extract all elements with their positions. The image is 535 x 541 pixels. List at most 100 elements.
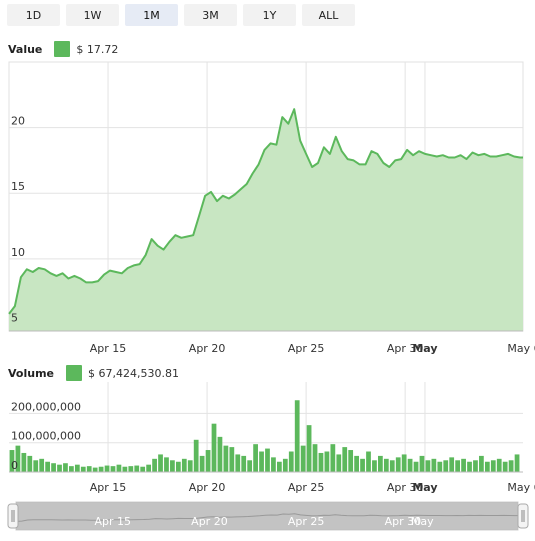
- volume-bar: [443, 460, 449, 472]
- volume-bar: [164, 457, 169, 472]
- volume-bar: [437, 461, 443, 472]
- price-y-tick-label: 10: [11, 246, 25, 259]
- navigator-label: Apr 30: [385, 515, 422, 528]
- volume-bar: [490, 460, 496, 472]
- volume-bar: [247, 460, 253, 472]
- range-button-1m[interactable]: 1M: [125, 4, 178, 26]
- volume-bar: [312, 444, 318, 472]
- navigator-label: Apr 25: [288, 515, 325, 528]
- volume-bar: [378, 455, 383, 472]
- navigator-label: Apr 15: [94, 515, 131, 528]
- volume-bar: [116, 464, 122, 472]
- value-legend: Value $ 17.72: [8, 41, 118, 57]
- volume-bar: [74, 464, 80, 472]
- volume-x-tick-label: Apr 30: [387, 481, 424, 494]
- volume-bar: [175, 461, 181, 472]
- volume-y-tick-label: 200,000,000: [11, 400, 81, 413]
- volume-bar: [401, 454, 407, 472]
- volume-bar: [69, 466, 74, 472]
- range-button-1y[interactable]: 1Y: [243, 4, 296, 26]
- volume-bar: [407, 458, 413, 472]
- price-x-tick-label: May: [412, 342, 437, 355]
- volume-bar: [502, 461, 508, 472]
- volume-bar: [395, 457, 401, 472]
- price-x-tick-label: Apr 15: [90, 342, 127, 355]
- volume-bar: [51, 463, 56, 472]
- volume-bar: [33, 460, 39, 472]
- volume-bar: [158, 454, 163, 472]
- navigator-left-handle[interactable]: [7, 503, 19, 529]
- volume-series-layer: [9, 400, 520, 472]
- volume-bar: [140, 466, 146, 472]
- volume-bar: [57, 464, 62, 472]
- volume-bar: [211, 423, 217, 472]
- volume-bar: [324, 451, 330, 472]
- volume-bar: [372, 460, 377, 472]
- range-button-3m[interactable]: 3M: [184, 4, 237, 26]
- volume-bar: [241, 455, 247, 472]
- volume-bar: [306, 425, 312, 472]
- volume-bar: [496, 458, 502, 472]
- volume-x-tick-label: May 6: [507, 481, 535, 494]
- price-y-tick-label: 15: [11, 180, 25, 193]
- volume-bar: [104, 465, 110, 472]
- volume-bar: [15, 445, 21, 472]
- value-legend-swatch: [54, 41, 71, 57]
- volume-bar: [265, 448, 270, 472]
- volume-bar: [259, 451, 264, 472]
- volume-bar: [467, 461, 472, 472]
- navigator-series-line: [15, 513, 518, 522]
- volume-bar: [45, 461, 51, 472]
- price-area: [9, 109, 523, 331]
- volume-bar: [217, 436, 223, 472]
- volume-bar: [342, 447, 348, 472]
- volume-legend: Volume $ 67,424,530.81: [8, 365, 179, 381]
- navigator-label: May: [411, 515, 434, 528]
- navigator-label: Apr 20: [191, 515, 228, 528]
- volume-bar: [360, 458, 365, 472]
- volume-bar: [152, 458, 157, 472]
- volume-bar: [330, 444, 336, 472]
- volume-bar: [223, 445, 229, 472]
- volume-bar: [181, 458, 187, 472]
- volume-bar: [449, 457, 455, 472]
- range-button-all[interactable]: ALL: [302, 4, 355, 26]
- volume-bar: [187, 460, 193, 472]
- volume-bar: [461, 458, 466, 472]
- volume-bar: [389, 460, 395, 472]
- volume-bar: [419, 455, 425, 472]
- volume-bar: [193, 439, 199, 472]
- volume-x-tick-label: May: [412, 481, 437, 494]
- volume-bar: [473, 460, 478, 472]
- price-y-tick-label: 20: [11, 115, 25, 128]
- volume-legend-label: Volume: [8, 366, 54, 380]
- volume-axis-layer: 0 100,000,000 200,000,000 Apr 15 Apr 20 Apr 2…: [9, 400, 535, 494]
- volume-bar: [27, 455, 33, 472]
- volume-bar: [134, 465, 140, 472]
- price-series-layer: [8, 108, 523, 331]
- volume-x-tick-label: Apr 20: [189, 481, 226, 494]
- range-button-1d[interactable]: 1D: [7, 4, 60, 26]
- value-legend-label: Value: [8, 42, 43, 56]
- volume-bar: [383, 458, 389, 472]
- volume-bar: [128, 466, 134, 472]
- volume-bar: [413, 461, 419, 472]
- price-x-tick-label: Apr 20: [189, 342, 226, 355]
- volume-bar: [146, 464, 152, 472]
- volume-bar: [80, 466, 86, 472]
- price-y-tick-label: 5: [11, 311, 18, 324]
- volume-bar: [170, 460, 175, 472]
- volume-bar: [288, 451, 294, 472]
- volume-bar: [431, 458, 437, 472]
- range-button-1w[interactable]: 1W: [66, 4, 119, 26]
- volume-bar: [21, 452, 27, 472]
- price-x-tick-label: Apr 25: [288, 342, 325, 355]
- volume-bar: [300, 445, 306, 472]
- navigator-right-handle[interactable]: [517, 503, 529, 529]
- volume-bar: [39, 458, 45, 472]
- volume-bar: [205, 450, 211, 472]
- volume-bar: [425, 460, 431, 472]
- volume-bar: [63, 463, 68, 472]
- volume-bar: [366, 451, 371, 472]
